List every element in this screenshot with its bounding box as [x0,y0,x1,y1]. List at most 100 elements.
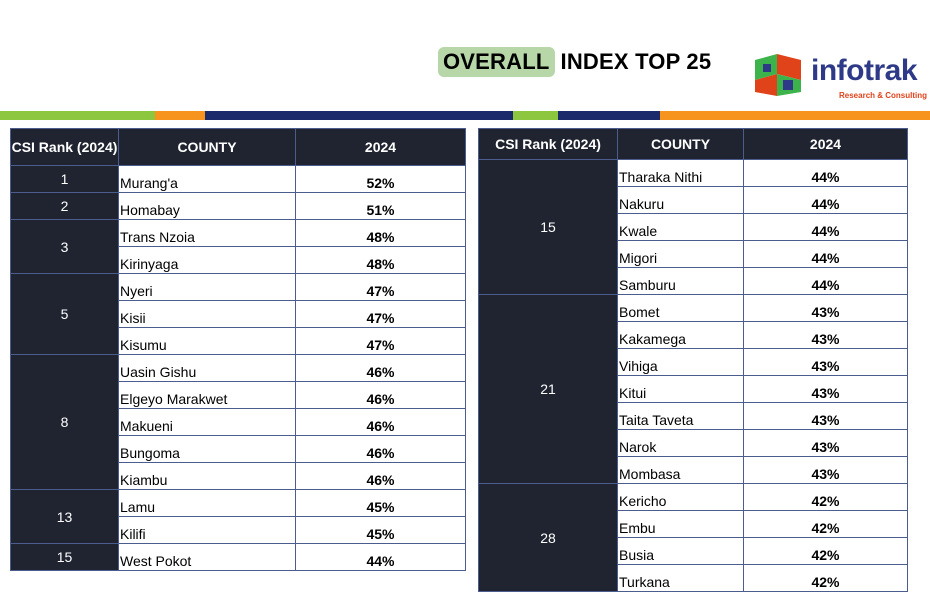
county-cell: West Pokot [118,543,296,571]
county-cell: Busia [617,537,744,565]
table-row: 15 West Pokot 44% [10,543,466,571]
score-cell: 46% [295,408,466,436]
county-cell: Kiambu [118,462,296,490]
rank-cell: 28 [478,483,618,592]
county-cell: Nakuru [617,186,744,214]
logo-tagline: Research & Consulting [839,91,928,100]
county-cell: Tharaka Nithi [617,159,744,187]
header-year: 2024 [295,128,466,166]
score-cell: 43% [743,402,908,430]
header-county: COUNTY [118,128,296,166]
title-highlight: OVERALL [438,47,555,77]
county-cell: Uasin Gishu [118,354,296,382]
score-cell: 43% [743,294,908,322]
county-cell: Homabay [118,192,296,220]
county-cell: Kilifi [118,516,296,544]
score-cell: 45% [295,516,466,544]
score-cell: 42% [743,483,908,511]
score-cell: 52% [295,165,466,193]
rank-cell: 8 [10,354,119,490]
score-cell: 46% [295,462,466,490]
table-row: 21 Bomet 43% [478,294,908,484]
rank-cell: 3 [10,219,119,274]
score-cell: 46% [295,435,466,463]
table-row: Bungoma 46% [11,435,466,463]
score-cell: 42% [743,510,908,538]
score-cell: 43% [743,375,908,403]
score-cell: 46% [295,354,466,382]
score-cell: 44% [743,159,908,187]
county-cell: Samburu [617,267,744,295]
rank-cell: 15 [10,543,119,571]
rank-cell: 5 [10,273,119,355]
score-cell: 43% [743,348,908,376]
county-cell: Kisii [118,300,296,328]
score-cell: 43% [743,456,908,484]
header-csi-rank: CSI Rank (2024) [10,128,119,166]
table-row: Migori 44% [479,240,908,268]
score-cell: 48% [295,246,466,274]
county-cell: Kakamega [617,321,744,349]
stripe-segment [205,111,513,120]
stripe-segment [155,111,205,120]
score-cell: 42% [743,564,908,592]
table-row: Mombasa 43% [479,456,908,484]
score-cell: 44% [743,240,908,268]
county-cell: Nyeri [118,273,296,301]
header-county: COUNTY [617,128,744,160]
table-row: Kilifi 45% [11,516,466,544]
rank-cell: 21 [478,294,618,484]
county-cell: Kirinyaga [118,246,296,274]
county-cell: Kitui [617,375,744,403]
stripe-segment [513,111,558,120]
stripe-segment [558,111,660,120]
county-cell: Taita Taveta [617,402,744,430]
color-stripe [0,111,930,120]
table-row: Vihiga 43% [479,348,908,376]
table-row: 13 Lamu 45% [10,489,466,544]
score-cell: 44% [743,267,908,295]
table-row: 8 Uasin Gishu 46% [10,354,466,490]
score-cell: 43% [743,321,908,349]
county-cell: Vihiga [617,348,744,376]
table-row: Kisumu 47% [11,327,466,355]
table-row: 2 Homabay 51% [10,192,466,220]
logo-wordmark: infotrak [811,54,918,87]
stripe-segment [0,111,155,120]
score-cell: 45% [295,489,466,517]
county-cell: Turkana [617,564,744,592]
table-row: 1 Murang'a 52% [10,165,466,193]
rank-cell: 13 [10,489,119,544]
score-cell: 47% [295,273,466,301]
score-cell: 47% [295,300,466,328]
title-rest: INDEX TOP 25 [560,49,712,74]
table-row: 3 Trans Nzoia 48% [10,219,466,274]
score-cell: 47% [295,327,466,355]
table-row: Busia 42% [479,537,908,565]
rank-cell: 15 [478,159,618,295]
county-cell: Elgeyo Marakwet [118,381,296,409]
score-cell: 44% [295,543,466,571]
table-row: 28 Kericho 42% [478,483,908,592]
table-row: Kakamega 43% [479,321,908,349]
header-csi-rank: CSI Rank (2024) [478,128,618,160]
header-year: 2024 [743,128,908,160]
county-cell: Makueni [118,408,296,436]
county-cell: Kericho [617,483,744,511]
score-cell: 51% [295,192,466,220]
page-title: OVERALL INDEX TOP 25 [438,46,711,78]
rank-cell: 2 [10,192,119,220]
table-row: 15 Tharaka Nithi 44% [478,159,908,295]
score-cell: 43% [743,429,908,457]
table-row: Kwale 44% [479,213,908,241]
table-row: Elgeyo Marakwet 46% [11,381,466,409]
logo-cube-icon [755,54,801,96]
county-cell: Bomet [617,294,744,322]
score-cell: 48% [295,219,466,247]
county-cell: Kisumu [118,327,296,355]
table-row: Kiambu 46% [11,462,466,490]
county-cell: Migori [617,240,744,268]
table-row: Kisii 47% [11,300,466,328]
table-row: 5 Nyeri 47% [10,273,466,355]
table-row: Makueni 46% [11,408,466,436]
